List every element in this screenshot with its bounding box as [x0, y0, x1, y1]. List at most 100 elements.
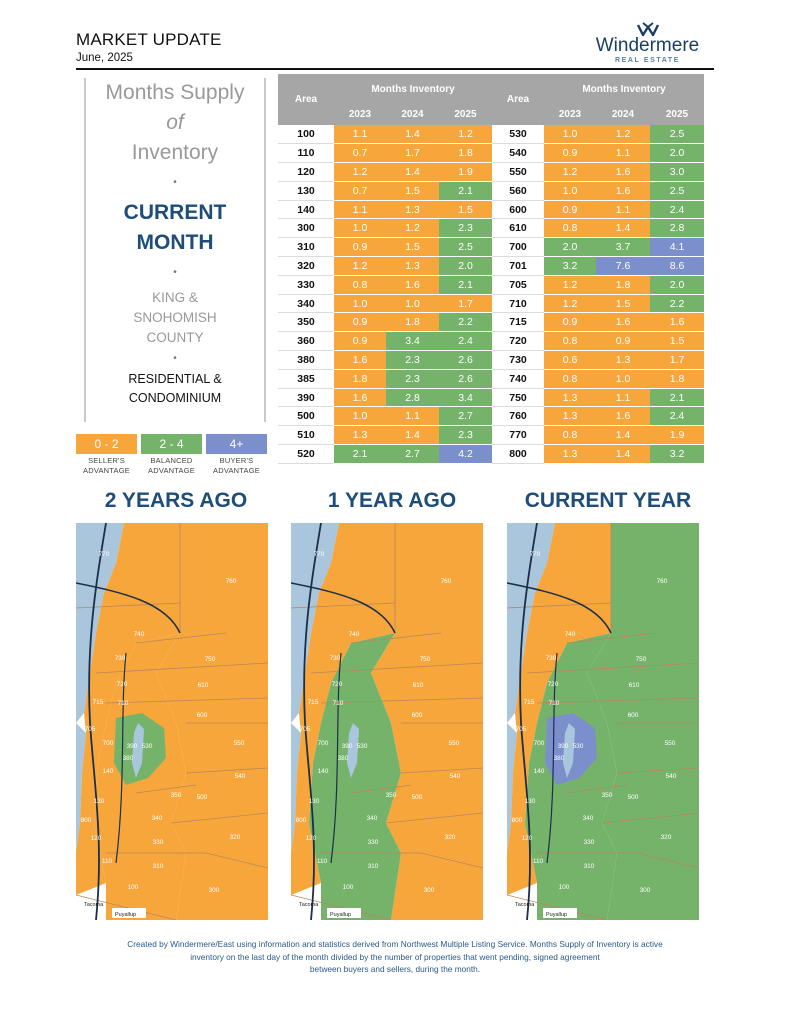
- map-area-label: 715: [308, 699, 319, 706]
- map-area-label: 350: [602, 792, 613, 799]
- inventory-value-cell: 0.8: [544, 218, 596, 239]
- inventory-value-cell: 2.6: [439, 369, 492, 389]
- table-row: 330 0.8 1.6 2.1 705 1.2 1.8 2.0: [278, 275, 704, 295]
- inventory-value-cell: 1.6: [386, 275, 439, 295]
- inventory-value-cell: 1.2: [334, 162, 386, 182]
- map-area-label: 705: [300, 726, 311, 733]
- map-area-label: 350: [386, 792, 397, 799]
- highway: [507, 582, 612, 634]
- inventory-value-cell: 1.4: [386, 162, 439, 182]
- area-column-header: Area: [278, 74, 334, 125]
- inventory-value-cell: 1.6: [334, 388, 386, 408]
- water-region: [76, 723, 86, 853]
- inventory-value-cell: 0.7: [334, 181, 386, 201]
- panel-heading-line3: Inventory: [131, 141, 219, 164]
- panel-heading-line2: of: [166, 111, 184, 134]
- inventory-value-cell: 1.6: [596, 162, 650, 182]
- map-area-label: 730: [546, 655, 557, 662]
- inventory-value-cell: 0.8: [334, 275, 386, 295]
- map-area-label: 300: [209, 887, 220, 894]
- months-inventory-group-header: Months Inventory: [334, 74, 492, 104]
- map-area-label: 530: [573, 743, 584, 750]
- area-boundary: [566, 784, 628, 794]
- inventory-value-cell: 3.2: [544, 256, 596, 276]
- lake-region: [132, 723, 144, 778]
- windermere-logo-icon: [636, 22, 659, 37]
- map-area-label: 130: [309, 798, 320, 805]
- inventory-value-cell: 1.5: [386, 237, 439, 258]
- county-line1: KING &: [152, 290, 198, 305]
- table-row: 360 0.9 3.4 2.4 720 0.8 0.9 1.5: [278, 331, 704, 352]
- area-boundary: [170, 812, 268, 824]
- area-boundary: [291, 894, 392, 920]
- region-west: [76, 523, 180, 895]
- map-area-label: 110: [317, 858, 328, 865]
- map-area-label: 715: [93, 699, 104, 706]
- inventory-value-cell: 1.3: [386, 256, 439, 276]
- map-area-label: 540: [666, 773, 677, 780]
- inventory-value-cell: 2.3: [386, 350, 439, 370]
- map-area-label: 705: [85, 726, 96, 733]
- table-row: 320 1.2 1.3 2.0 701 3.2 7.6 8.6: [278, 256, 704, 276]
- map-area-label: 340: [367, 815, 378, 822]
- map-area-label: 610: [629, 682, 640, 689]
- highway-i5: [303, 523, 322, 920]
- map-place-box: [543, 908, 577, 918]
- inventory-value-cell: 4.2: [439, 444, 492, 464]
- property-type-line1: RESIDENTIAL &: [128, 372, 222, 386]
- table-row: 130 0.7 1.5 2.1 560 1.0 1.6 2.5: [278, 181, 704, 201]
- area-cell: 520: [278, 444, 334, 464]
- area-cell: 610: [492, 218, 544, 239]
- area-cell: 730: [492, 350, 544, 370]
- inventory-value-cell: 1.0: [596, 369, 650, 389]
- inventory-value-cell: 4.1: [650, 237, 704, 258]
- legend-swatch-seller: 0 - 2: [76, 434, 137, 454]
- inventory-value-cell: 1.2: [596, 125, 650, 145]
- area-cell: 740: [492, 369, 544, 389]
- table-row: 380 1.6 2.3 2.6 730 0.6 1.3 1.7: [278, 350, 704, 370]
- inventory-value-cell: 1.0: [386, 294, 439, 314]
- map-area-label: 140: [103, 768, 114, 775]
- color-legend: 0 - 2 2 - 4 4+ SELLER'S ADVANTAGE BALANCE…: [76, 434, 272, 476]
- map-area-label: 600: [197, 712, 208, 719]
- inventory-value-cell: 8.6: [650, 256, 704, 276]
- region-east: [587, 523, 699, 920]
- inventory-value-cell: 3.0: [650, 162, 704, 182]
- inventory-value-cell: 3.2: [650, 444, 704, 464]
- area-cell: 705: [492, 275, 544, 295]
- months-inventory-table: Area Months Inventory Area Months Invent…: [278, 74, 704, 464]
- inventory-value-cell: 0.9: [544, 312, 596, 333]
- inventory-value-cell: 0.9: [596, 331, 650, 352]
- inventory-value-cell: 1.6: [596, 181, 650, 201]
- area-boundary: [185, 767, 268, 774]
- legend-label-buyer: BUYER'S ADVANTAGE: [213, 456, 260, 475]
- property-type-line2: CONDOMINIUM: [128, 391, 222, 405]
- lake-region: [563, 723, 575, 778]
- inventory-value-cell: 0.9: [544, 200, 596, 220]
- map-area-label: 720: [548, 681, 559, 688]
- area-boundary: [385, 812, 483, 824]
- windermere-logo: Windermere REAL ESTATE: [585, 22, 710, 68]
- area-cell: 350: [278, 312, 334, 333]
- inventory-value-cell: 2.5: [650, 125, 704, 145]
- table-row: 510 1.3 1.4 2.3 770 0.8 1.4 1.9: [278, 425, 704, 446]
- map-area-label: 750: [636, 656, 647, 663]
- map-area-label: 100: [343, 884, 354, 891]
- map-area-label: 550: [449, 740, 460, 747]
- area-cell: 330: [278, 275, 334, 295]
- legend-label-balanced: BALANCED ADVANTAGE: [148, 456, 195, 475]
- map-area-label: 530: [142, 743, 153, 750]
- inventory-value-cell: 0.7: [334, 143, 386, 164]
- map-area-label: 705: [516, 726, 527, 733]
- map-area-label: 800: [81, 817, 92, 824]
- map-title-current-year: CURRENT YEAR: [524, 489, 692, 512]
- map-area-label: 380: [338, 755, 349, 762]
- inventory-value-cell: 1.0: [334, 218, 386, 239]
- inventory-value-cell: 2.4: [650, 406, 704, 427]
- area-cell: 560: [492, 181, 544, 201]
- map-area-label: 610: [413, 682, 424, 689]
- area-cell: 320: [278, 256, 334, 276]
- highway-i405: [115, 652, 127, 864]
- area-cell: 140: [278, 200, 334, 220]
- map-area-label: 740: [349, 631, 360, 638]
